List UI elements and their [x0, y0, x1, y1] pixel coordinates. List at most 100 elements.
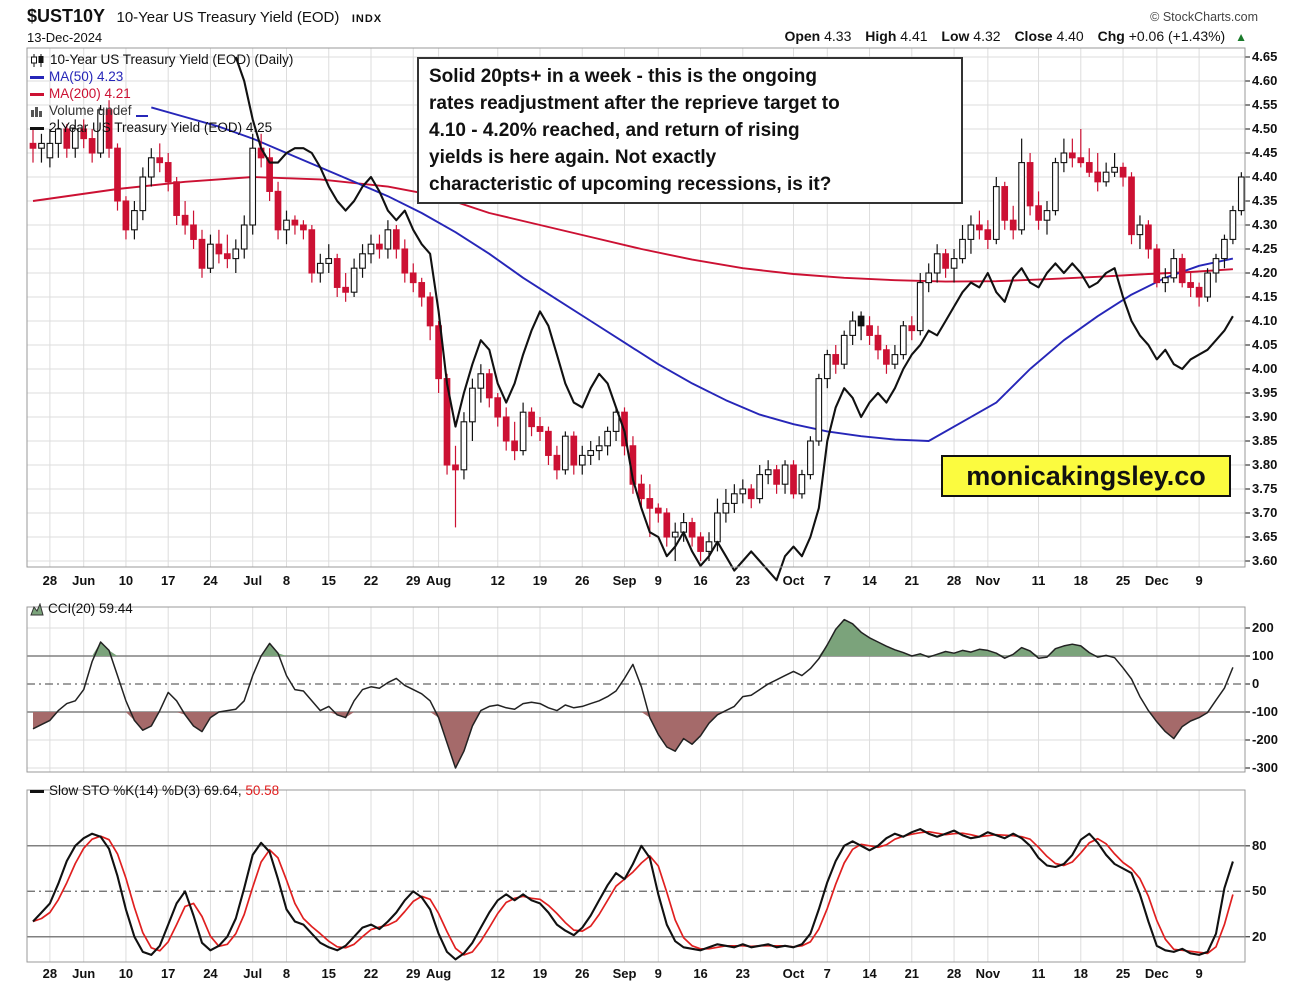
x-tick-label: 8: [282, 573, 291, 588]
y-tick-label: 4.50: [1252, 121, 1278, 136]
x-tick-label: 24: [203, 966, 218, 981]
x-tick-label: 26: [575, 573, 590, 588]
x-tick-label: Jun: [72, 573, 96, 588]
x-tick-label: 15: [321, 573, 336, 588]
x-tick-label: Oct: [782, 573, 805, 588]
x-tick-label: 28: [946, 966, 962, 981]
y-tick-label: 3.85: [1252, 433, 1278, 448]
x-tick-label: Dec: [1144, 966, 1169, 981]
watermark-badge: monicakingsley.co: [941, 455, 1231, 497]
x-tick-label: 24: [203, 573, 218, 588]
y-tick-label: 4.40: [1252, 169, 1278, 184]
x-tick-label: 21: [904, 966, 920, 981]
up-arrow-icon: ▲: [1235, 30, 1247, 44]
y-tick-label: 200: [1252, 620, 1274, 635]
annotation-text-box: Solid 20pts+ in a week - this is the ong…: [417, 57, 963, 204]
cci-area-icon: [30, 602, 44, 616]
y-tick-label: 4.55: [1252, 97, 1278, 112]
y-tick-label: 4.35: [1252, 193, 1278, 208]
x-tick-label: 12: [490, 966, 505, 981]
chg-value: +0.06 (+1.43%): [1128, 28, 1226, 44]
close-label: Close: [1014, 28, 1053, 44]
volume-color-swatch: [135, 115, 148, 118]
y-tick-label: 3.80: [1252, 457, 1278, 472]
x-tick-label: Aug: [425, 573, 452, 588]
x-tick-label: 11: [1031, 573, 1046, 588]
x-tick-label: 21: [904, 573, 920, 588]
y-tick-label: 3.60: [1252, 553, 1278, 568]
page-title: 10-Year US Treasury Yield (EOD): [116, 9, 340, 26]
x-tick-label: 17: [160, 966, 176, 981]
y-tick-label: 4.30: [1252, 217, 1278, 232]
sto-d-value: 50.58: [245, 783, 280, 798]
ohlc-quote-row: Open 4.33 High 4.41 Low 4.32 Close 4.40 …: [774, 28, 1247, 44]
low-value: 4.32: [973, 28, 1001, 44]
high-label: High: [865, 28, 897, 44]
y-tick-label: 20: [1252, 928, 1267, 944]
open-label: Open: [784, 28, 821, 44]
y-tick-label: 3.90: [1252, 409, 1278, 424]
chg-label: Chg: [1097, 28, 1125, 44]
ma50-swatch-icon: [30, 75, 44, 79]
sto-legend-label: Slow STO %K(14) %D(3) 69.64,: [49, 783, 242, 798]
y-tick-label: 0: [1252, 676, 1260, 691]
x-tick-label: 25: [1115, 573, 1131, 588]
x-tick-label: Nov: [975, 573, 1001, 588]
sto-legend: Slow STO %K(14) %D(3) 69.64, 50.58: [30, 783, 279, 798]
line2y-swatch-icon: [30, 126, 44, 130]
ma200-swatch-icon: [30, 92, 44, 96]
legend-ma50-label: MA(50) 4.23: [49, 69, 124, 84]
x-tick-label: 18: [1073, 966, 1089, 981]
x-tick-label: 14: [862, 966, 877, 981]
x-tick-label: 9: [1195, 966, 1203, 981]
x-tick-label: 26: [575, 966, 590, 981]
x-tick-label: 12: [490, 573, 505, 588]
x-tick-label: 8: [282, 966, 291, 981]
x-tick-label: Jun: [72, 966, 96, 981]
y-tick-label: 4.00: [1252, 361, 1278, 376]
stockcharts-credit: © StockCharts.com: [1150, 10, 1258, 24]
y-tick-label: -100: [1252, 704, 1279, 719]
y-tick-label: 4.25: [1252, 241, 1278, 256]
y-tick-label: 4.15: [1252, 289, 1278, 304]
x-tick-label: 7: [823, 966, 831, 981]
x-tick-label: Jul: [243, 573, 263, 588]
y-tick-label: 4.20: [1252, 265, 1278, 280]
x-tick-label: 19: [532, 573, 548, 588]
legend-ma200-label: MA(200) 4.21: [49, 86, 131, 101]
x-tick-label: Oct: [782, 966, 805, 981]
x-tick-label: 29: [406, 966, 421, 981]
cci-legend: CCI(20) 59.44: [30, 601, 133, 616]
legend-row-2y-series: 2-Year US Treasury Yield (EOD) 4.25: [30, 120, 272, 136]
x-tick-label: 22: [363, 573, 379, 588]
x-tick-label: 23: [735, 573, 751, 588]
y-tick-label: 4.60: [1252, 73, 1278, 88]
x-tick-label: 16: [693, 573, 708, 588]
y-tick-label: 4.65: [1252, 49, 1278, 64]
y-tick-label: 4.45: [1252, 145, 1278, 160]
open-value: 4.33: [824, 28, 852, 44]
x-tick-label: 22: [363, 966, 379, 981]
x-tick-label: 25: [1115, 966, 1131, 981]
y-tick-label: 4.05: [1252, 337, 1278, 352]
legend-volume-label: Volume undef: [49, 103, 132, 118]
legend-row-ma200: MA(200) 4.21: [30, 86, 131, 102]
legend-2y-label: 2-Year US Treasury Yield (EOD) 4.25: [49, 120, 273, 135]
y-tick-label: 50: [1252, 883, 1267, 899]
y-tick-label: 3.95: [1252, 385, 1278, 400]
high-value: 4.41: [900, 28, 928, 44]
x-tick-label: 9: [654, 966, 662, 981]
x-tick-label: 10: [118, 573, 134, 588]
x-tick-label: Jul: [243, 966, 263, 981]
x-tick-label: 15: [321, 966, 336, 981]
x-tick-label: 16: [693, 966, 708, 981]
legend-row-ma50: MA(50) 4.23: [30, 69, 123, 85]
legend-row-volume: Volume undef: [30, 103, 153, 119]
y-tick-label: 80: [1252, 837, 1267, 853]
x-tick-label: 19: [532, 966, 548, 981]
x-tick-label: 28: [946, 573, 962, 588]
y-tick-label: 4.10: [1252, 313, 1278, 328]
low-label: Low: [941, 28, 970, 44]
header-title-row: $UST10Y 10-Year US Treasury Yield (EOD) …: [27, 6, 382, 27]
